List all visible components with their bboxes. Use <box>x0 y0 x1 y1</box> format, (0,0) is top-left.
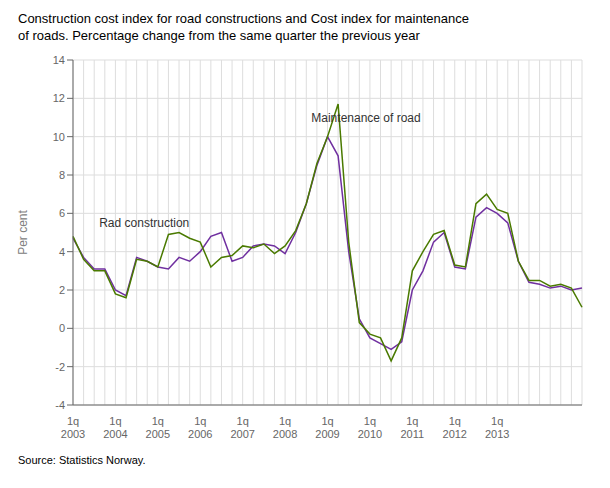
svg-text:1q2011: 1q2011 <box>401 415 425 440</box>
svg-text:4: 4 <box>59 246 65 258</box>
svg-text:Maintenance of road: Maintenance of road <box>311 111 420 125</box>
svg-text:Rad construction: Rad construction <box>99 216 189 230</box>
svg-text:1q2008: 1q2008 <box>273 415 297 440</box>
svg-text:14: 14 <box>53 54 65 66</box>
svg-text:1q2005: 1q2005 <box>146 415 170 440</box>
html-text:of roads. Percentage change fr: of roads. Percentage change from the sam… <box>18 28 420 43</box>
svg-text:0: 0 <box>59 322 65 334</box>
svg-text:8: 8 <box>59 169 65 181</box>
svg-text:-4: -4 <box>55 399 65 411</box>
svg-text:10: 10 <box>53 131 65 143</box>
svg-text:1q2012: 1q2012 <box>443 415 467 440</box>
svg-text:1q2003: 1q2003 <box>61 415 85 440</box>
svg-text:1q2009: 1q2009 <box>315 415 339 440</box>
svg-text:1q2007: 1q2007 <box>230 415 254 440</box>
svg-text:2: 2 <box>59 284 65 296</box>
svg-text:Per cent: Per cent <box>16 209 30 254</box>
svg-text:12: 12 <box>53 92 65 104</box>
svg-text:1q2006: 1q2006 <box>188 415 212 440</box>
svg-text:-2: -2 <box>55 361 65 373</box>
svg-text:1q2013: 1q2013 <box>485 415 509 440</box>
html-text:Source: Statistics Norway.: Source: Statistics Norway. <box>18 454 146 466</box>
svg-text:1q2010: 1q2010 <box>358 415 382 440</box>
svg-text:1q2004: 1q2004 <box>103 415 127 440</box>
svg-text:6: 6 <box>59 207 65 219</box>
html-text:Construction cost index for ro: Construction cost index for road constru… <box>18 11 469 26</box>
